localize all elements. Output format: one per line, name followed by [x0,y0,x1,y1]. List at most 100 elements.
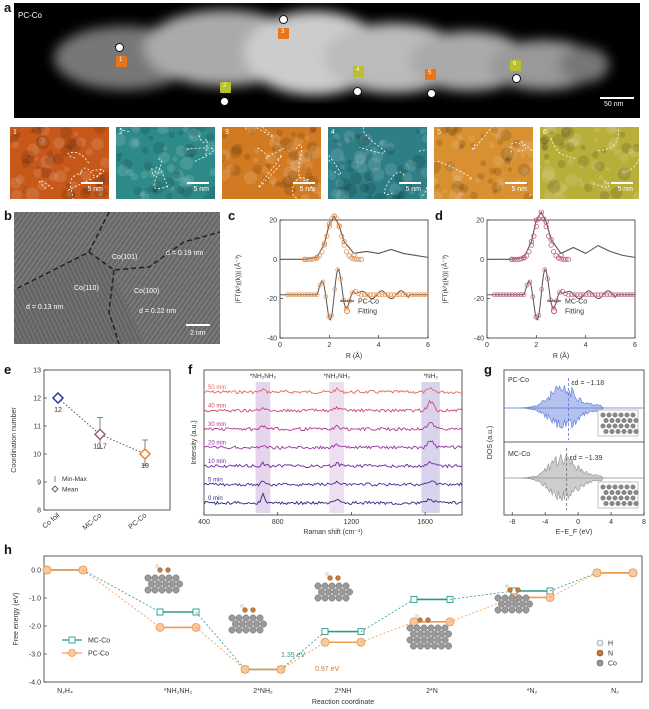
atom [621,429,627,434]
co-atom [314,582,322,590]
co-atom [321,594,329,602]
fit-point [388,292,394,298]
level-marker [410,595,418,603]
fit-point [362,292,367,298]
x-axis-label: E−E_F (eV) [556,529,593,536]
fit-point [524,282,530,288]
atom [609,429,615,434]
fit-point [341,297,346,303]
atom [630,495,636,501]
fit-point [589,292,595,298]
co-atom [151,586,159,594]
sample-label: PC-Co [18,11,43,20]
h-atom [325,572,329,576]
co-atom [445,630,452,638]
co-atom [427,624,435,632]
spectrum-line [203,386,463,395]
n-atom [157,567,163,573]
fit-point [531,233,537,239]
x-tick-label: 0 [576,519,580,526]
x-tick-label: 400 [198,519,210,526]
fit-point [563,256,569,262]
atom [606,412,612,418]
x-axis-label: R (Å) [346,351,362,360]
level-marker [156,608,164,616]
dos-chart: -8 -4 0 4 8 E−E_F (eV) DOS (a.u.) PC-Co MC-Co εd … [487,369,646,536]
atom [600,423,606,429]
fit-point [628,292,633,298]
fit-point [586,292,592,298]
sample-label: PC-Co [508,377,529,384]
y-tick-label: -20 [474,296,484,303]
fit-point [359,292,364,298]
co-atom [522,606,530,614]
co-atom [260,620,267,628]
fit-point [326,223,332,230]
fit-point [495,292,500,298]
fit-point [290,292,296,298]
legend-label: MC-Co [88,638,110,645]
fit-point [514,256,520,262]
atom [606,423,612,429]
raman-chart: *NH₂NH₂ *NH₂NH₂ *NH₂ 400 800 1200 1600 Raman sh… [191,369,463,536]
co-atom [498,600,505,608]
connector-line [82,569,161,628]
co-atom [424,642,431,650]
peak-label: *NH₂NH₂ [324,373,351,380]
fit-point [326,221,332,227]
co-atom [413,636,421,644]
legend-label: Mean [62,487,79,494]
time-label: 50 min [208,385,226,391]
scale-bar-label: 5 nm [299,186,315,193]
y-tick-label: 12 [33,396,41,403]
atom [612,495,618,501]
fit-point [415,292,420,298]
co-atom [410,630,417,638]
d-spacing-label: d = 0.13 nm [26,304,64,311]
fit-point [302,256,308,262]
facet-label: Co(110) [74,285,99,292]
fit-point [358,256,364,262]
fit-point [356,256,362,262]
fit-point [394,292,400,298]
fit-point [304,256,310,262]
atom [621,418,627,423]
y-axis-label: |FT(k²χ(k))| (Å⁻³) [440,255,449,303]
y-tick-label: 10 [33,452,41,459]
plot-frame [503,369,645,516]
peak-band [421,382,440,513]
atom [612,423,618,429]
co-atom [339,588,346,596]
fit-point [571,292,577,298]
y-tick-label: -4.0 [29,680,41,687]
co-atom [242,626,250,634]
scale-bar [81,182,103,184]
co-atom [434,636,442,644]
fit-point [424,292,429,298]
fit-point [509,256,515,262]
co-atom [417,630,424,638]
atom [612,484,618,490]
strain-tile-6: 6 5 nm [540,127,639,199]
tile-number: 6 [543,129,547,136]
fit-point [335,267,341,273]
co-atom [501,606,509,614]
y-tick-label: 0.0 [31,568,41,575]
marker-box-4 [353,66,364,77]
energy-barrier-label: 0.97 eV [315,666,339,673]
co-atom [424,630,431,638]
atom [609,490,615,495]
co-atom [494,594,502,602]
connector-line [549,572,598,592]
fit-point [577,292,583,298]
series-line [487,211,636,260]
fit-point [548,237,554,243]
co-atom [434,624,442,632]
fit-point [551,249,557,255]
fit-point [543,223,549,230]
fit-point [323,294,329,300]
category-label: Co foil [42,512,62,530]
exafs-chart-mc: 0 2 4 6 20 0 -20 -40 R (Å) |FT(k²χ(k))| (Å⁻³) MC-C… [440,210,637,360]
mean-marker [138,447,152,461]
fit-point [293,292,299,298]
